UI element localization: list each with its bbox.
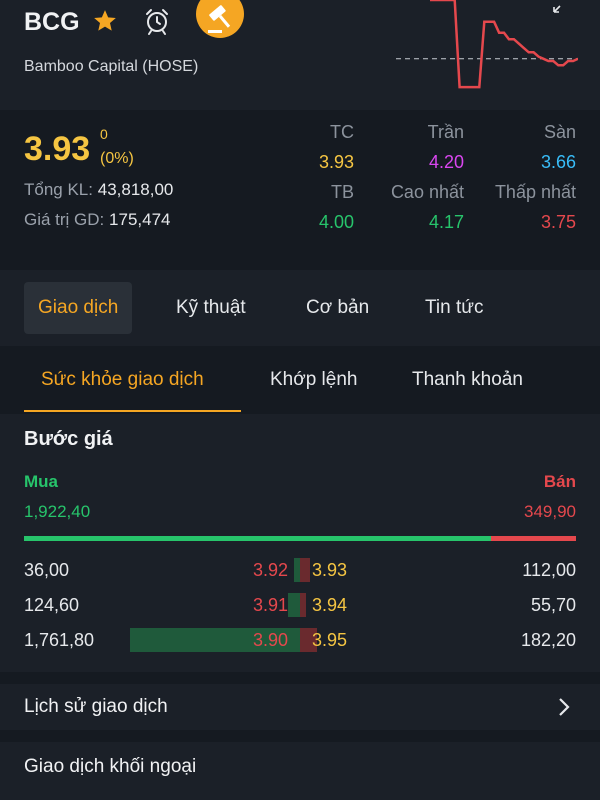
buy-volume-bar	[130, 628, 300, 652]
foreign-trading-label: Giao dịch khối ngoại	[24, 756, 197, 777]
bid-price: 3.90	[252, 630, 288, 650]
tab-giao-dich[interactable]: Giao dịch	[24, 282, 133, 334]
order-book-row: 1,761,80 3.90 3.95 182,20	[0, 626, 600, 656]
buy-volume-bar	[294, 558, 300, 582]
last-price: 3.93	[24, 130, 91, 168]
ask-price: 3.95	[312, 630, 348, 650]
price-change-pct: (0%)	[100, 150, 134, 167]
intraday-sparkline[interactable]	[396, 0, 578, 104]
buy-total: 1,922,40	[24, 502, 91, 521]
subtab-khop-lenh[interactable]: Khớp lệnh	[270, 369, 358, 390]
tab-ky-thuat[interactable]: Kỹ thuật	[176, 297, 246, 318]
bid-price: 3.92	[252, 560, 288, 580]
ask-volume: 112,00	[522, 560, 576, 580]
sell-volume-bar	[300, 558, 311, 582]
stat-label-low: Thấp nhất	[494, 182, 576, 202]
sell-volume-bar	[300, 628, 317, 652]
trade-value: Giá trị GD: 175,474	[24, 210, 170, 230]
quote-summary: 3.93 0 (0%) Tổng KL: 43,818,00 Giá trị G…	[0, 110, 600, 262]
trade-history-label: Lịch sử giao dịch	[24, 696, 168, 717]
star-icon[interactable]	[92, 8, 118, 34]
total-volume: Tổng KL: 43,818,00	[24, 180, 173, 200]
price-change: 0	[100, 126, 108, 142]
total-volume-label: Tổng KL:	[24, 180, 93, 199]
sub-tabs: Sức khỏe giao dịch Khớp lệnh Thanh khoản	[0, 347, 600, 413]
stat-label-san: Sàn	[543, 122, 576, 142]
trade-value-label: Giá trị GD:	[24, 210, 105, 229]
total-volume-value: 43,818,00	[97, 180, 174, 199]
order-book-title: Bước giá	[24, 428, 113, 450]
sell-label: Bán	[543, 472, 576, 491]
trade-history-row[interactable]: Lịch sử giao dịch	[0, 684, 600, 730]
stat-value-low: 3.75	[540, 212, 576, 232]
stat-label-high: Cao nhất	[390, 182, 464, 202]
tab-co-ban[interactable]: Cơ bản	[306, 297, 370, 318]
bid-volume: 124,60	[24, 595, 80, 615]
buy-volume-bar	[288, 593, 300, 617]
foreign-trading-section[interactable]: Giao dịch khối ngoại	[0, 742, 600, 800]
stat-value-san: 3.66	[540, 152, 576, 172]
subtab-suc-khoe[interactable]: Sức khỏe giao dịch	[41, 369, 204, 390]
ask-price: 3.93	[312, 560, 348, 580]
stat-value-high: 4.17	[428, 212, 464, 232]
bid-volume: 36,00	[24, 560, 70, 580]
stat-value-tran: 4.20	[428, 152, 464, 172]
stat-label-tc: TC	[330, 122, 354, 142]
stat-label-tran: Trần	[427, 122, 464, 142]
tab-tin-tuc[interactable]: Tin tức	[425, 297, 484, 318]
buy-ratio-fill	[24, 536, 491, 541]
order-book: Bước giá Mua Bán 1,922,40 349,90 36,00 3.…	[0, 414, 600, 672]
stat-value-tc: 3.93	[318, 152, 354, 172]
order-book-row: 124,60 3.91 3.94 55,70	[0, 591, 600, 621]
auction-gavel-icon[interactable]	[196, 0, 244, 40]
buy-sell-ratio-bar	[24, 536, 576, 541]
trade-value-value: 175,474	[109, 210, 171, 229]
bid-volume: 1,761,80	[24, 630, 95, 650]
company-name: Bamboo Capital (HOSE)	[24, 58, 199, 75]
price-line	[430, 0, 578, 89]
bid-price: 3.91	[252, 595, 288, 615]
alarm-icon[interactable]	[142, 6, 172, 36]
ask-price: 3.94	[312, 595, 348, 615]
main-tabs: Giao dịch Kỹ thuật Cơ bản Tin tức	[0, 270, 600, 346]
stat-value-tb: 4.00	[318, 212, 354, 232]
expand-icon[interactable]	[552, 0, 568, 14]
ask-volume: 182,20	[520, 630, 576, 650]
buy-label: Mua	[24, 472, 58, 491]
stat-label-tb: TB	[330, 182, 354, 202]
sell-total: 349,90	[524, 502, 576, 521]
subtab-underline	[24, 410, 241, 412]
ticker-symbol: BCG	[24, 8, 80, 36]
order-book-row: 36,00 3.92 3.93 112,00	[0, 556, 600, 586]
stock-header: BCG Bamboo Capital (HOSE)	[0, 0, 600, 110]
subtab-thanh-khoan[interactable]: Thanh khoản	[412, 369, 523, 390]
ask-volume: 55,70	[530, 595, 576, 615]
sell-volume-bar	[300, 593, 306, 617]
chevron-right-icon	[559, 698, 570, 716]
